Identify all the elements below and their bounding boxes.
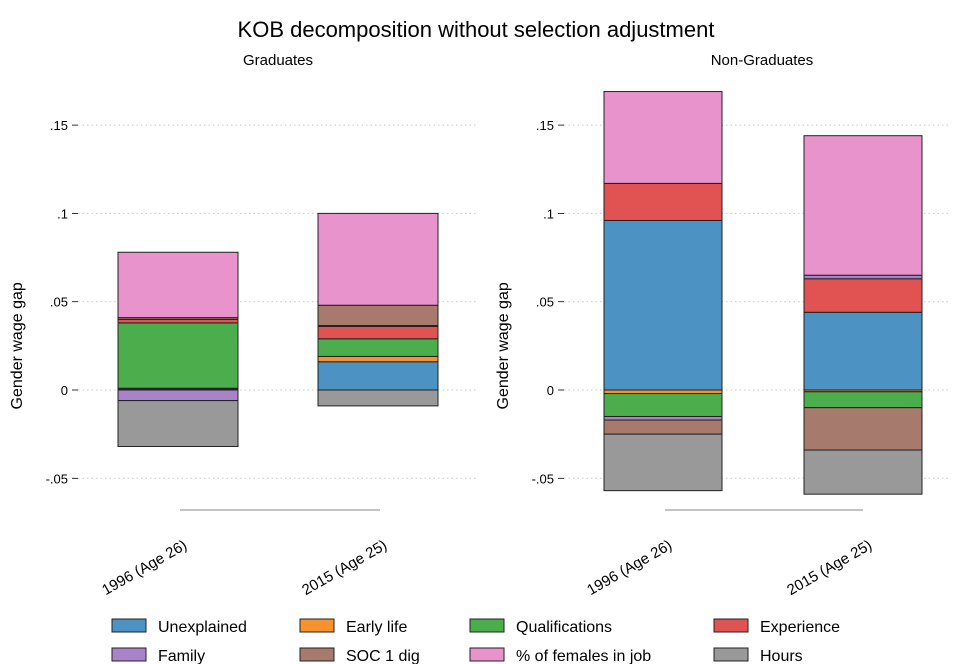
bar-segment--of-females-in-job [317,212,439,306]
bar-segment-soc-1-dig [603,419,723,435]
bar-segment-unexplained [803,311,923,391]
bar-segment-unexplained [317,361,439,391]
bar-segment--of-females-in-job [117,251,239,319]
bar-segment-experience [317,325,439,340]
bar-segment-family [803,274,923,280]
y-tick-label: .1 [57,206,68,221]
bar-segment-qualifications [803,391,923,409]
bar-stack [117,251,239,448]
bar-segment-unexplained [603,219,723,391]
legend-label: Hours [760,648,803,664]
y-tick-label: 0 [547,383,554,398]
y-tick-label: .1 [543,206,554,221]
bar-segment-experience [603,182,723,221]
y-tick-label: 0 [61,383,68,398]
legend-label: Qualifications [516,619,612,636]
bar-segment--of-females-in-job [803,135,923,276]
panel-subtitle: Graduates [243,52,313,69]
bar-segment-hours [603,433,723,492]
bar-segment-family [603,415,723,421]
y-axis-label: Gender wage gap [9,282,26,409]
bar-segment-qualifications [117,322,239,389]
x-category-label: 2015 (Age 25) [299,537,390,599]
bar-segment-soc-1-dig [803,407,923,451]
legend-swatch [713,647,749,662]
y-tick-label: -.05 [46,471,68,486]
legend-item: % of females in job [469,647,651,664]
bar-segment-family [117,389,239,402]
legend-item: Experience [713,618,840,636]
y-tick-label: .05 [536,295,554,310]
legend-label: Early life [346,619,407,636]
bar-stack [603,91,723,492]
legend-swatch [713,618,749,633]
bar-segment-soc-1-dig [317,304,439,327]
x-category-label: 1996 (Age 26) [584,537,675,599]
legend-label: Unexplained [158,619,247,636]
legend-swatch [299,618,335,633]
bar-segment--of-females-in-job [603,91,723,184]
bar-segment-hours [803,449,923,495]
legend-item: Family [111,647,205,664]
legend-swatch [469,647,505,662]
legend: Unexplained Early life Qualifications Exper… [111,618,840,664]
chart-panels: Graduates Gender wage gap -.05 0 .05 .1 .15 199… [9,52,950,599]
bar-segment-experience [117,318,239,324]
legend-item: Unexplained [111,618,247,636]
legend-item: Early life [299,618,407,636]
bar-segment-qualifications [317,338,439,357]
y-axis-label: Gender wage gap [495,282,512,409]
y-tick-label: .15 [50,118,68,133]
legend-label: Family [158,648,205,664]
panel-0: Graduates Gender wage gap -.05 0 .05 .1 .15 199… [9,52,478,599]
bar-segment-hours [317,389,439,407]
panel-1: Non-Graduates Gender wage gap -.05 0 .05 .1 .1… [495,52,950,599]
x-category-label: 1996 (Age 26) [99,537,190,599]
bar-stack [317,212,439,407]
bar-segment-qualifications [603,393,723,417]
legend-label: Experience [760,619,840,636]
chart-title: KOB decomposition without selection adju… [238,17,715,42]
legend-item: Hours [713,647,803,664]
x-category-label: 2015 (Age 25) [784,537,875,599]
bar-segment-experience [803,278,923,313]
y-tick-label: -.05 [532,471,554,486]
panel-subtitle: Non-Graduates [711,52,814,69]
bar-segment-early-life [317,355,439,363]
legend-swatch [299,647,335,662]
legend-item: SOC 1 dig [299,647,420,664]
legend-swatch [111,647,147,662]
y-tick-label: .05 [50,295,68,310]
bar-stack [803,135,923,495]
bar-segment-early-life [603,389,723,395]
bar-segment-hours [117,400,239,448]
legend-swatch [469,618,505,633]
legend-item: Qualifications [469,618,612,636]
y-tick-label: .15 [536,118,554,133]
legend-swatch [111,618,147,633]
legend-label: % of females in job [516,648,651,664]
legend-label: SOC 1 dig [346,648,420,664]
